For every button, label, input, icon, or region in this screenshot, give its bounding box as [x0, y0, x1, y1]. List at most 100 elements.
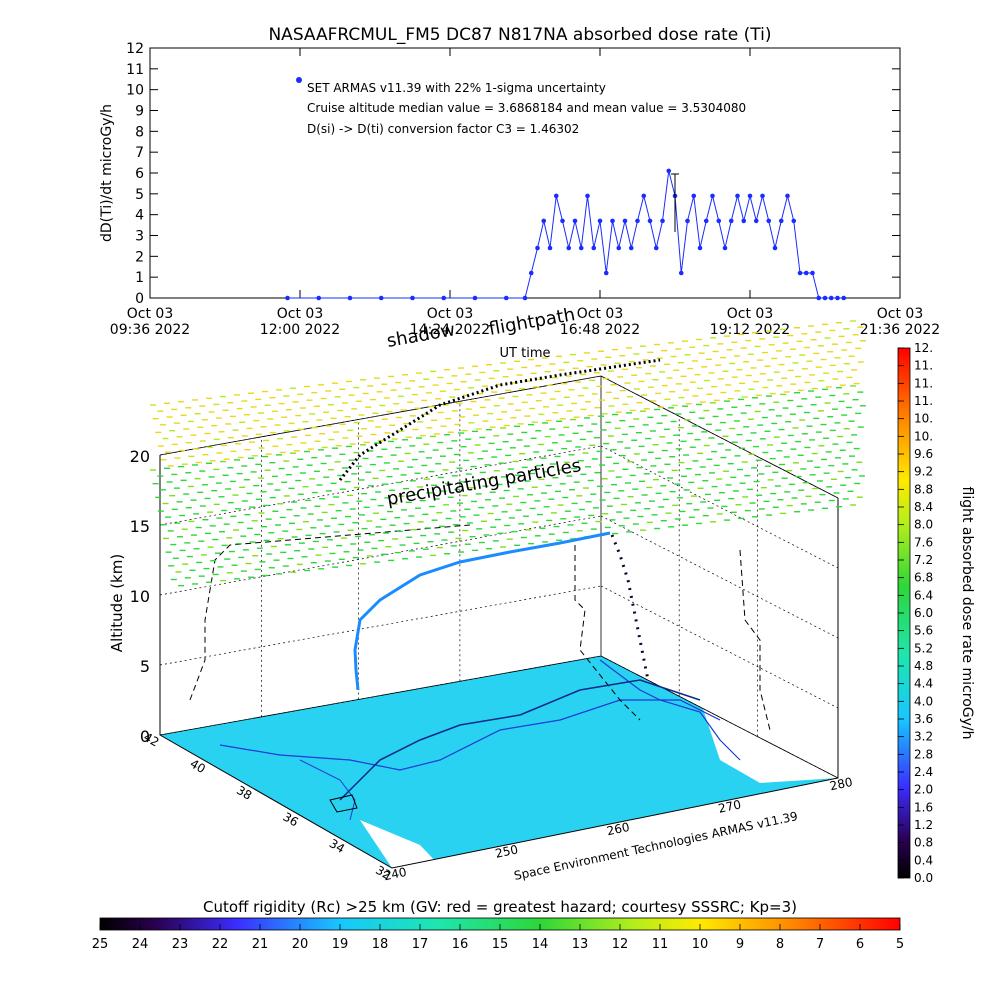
dose-tick-label: 10. [914, 412, 933, 426]
data-point [285, 295, 290, 301]
data-point [691, 193, 697, 199]
lon-tick-label: 250 [494, 842, 519, 860]
map-border-line [219, 699, 721, 771]
data-point [660, 218, 665, 224]
z-axis-ticks: 0 5 10 15 20 [130, 447, 150, 746]
map-coast-line [599, 659, 741, 761]
rigidity-tick-label: 18 [372, 937, 389, 952]
annotation-median-mean: Cruise altitude median value = 3.6868184… [307, 101, 746, 115]
y-tick-label: 0 [135, 291, 144, 307]
y-tick-label: 6 [135, 166, 144, 182]
lat-tick-label: 38 [234, 783, 254, 803]
dose-tick-label: 1.6 [914, 800, 933, 814]
shadow-path [338, 358, 661, 481]
data-point [572, 218, 578, 224]
dose-tick-label: 6.4 [914, 588, 933, 602]
data-point [828, 295, 834, 301]
y-tick-label: 11 [126, 62, 144, 78]
data-point [378, 295, 384, 301]
dose-tick-label: 0.4 [914, 853, 933, 867]
dose-tick-label: 6.0 [914, 606, 933, 620]
x-tick-label-date: Oct 03 [127, 306, 173, 322]
data-point [578, 245, 584, 251]
dose-tick-label: 8.0 [914, 518, 933, 532]
box-top-back-edge [159, 375, 602, 456]
rigidity-colorbar-label: Cutoff rigidity (Rc) >25 km (GV: red = g… [203, 898, 797, 916]
rigidity-tick-label: 10 [692, 937, 709, 952]
data-point [410, 295, 415, 301]
x-tick-label-date: Oct 03 [577, 306, 623, 322]
map-ocean-sw [360, 820, 440, 868]
data-point [816, 295, 822, 301]
x-tick-label-time: 21:36 2022 [860, 322, 940, 338]
dose-tick-label: 5.2 [914, 641, 933, 655]
y-tick-label: 5 [135, 187, 144, 203]
lon-tick-label: 280 [829, 775, 854, 793]
rigidity-tick-label: 25 [92, 937, 109, 952]
wall-grid-horizontal [159, 445, 602, 526]
x-tick-label-time: 14:24 2022 [410, 322, 490, 338]
data-point [622, 218, 628, 224]
data-point [597, 218, 603, 224]
map-floor [160, 656, 838, 868]
y-tick-label: 10 [126, 83, 144, 99]
data-point [566, 245, 572, 251]
data-point [841, 295, 847, 301]
flight-descent-3d [610, 534, 650, 681]
data-point [591, 245, 597, 251]
x-tick-label-date: Oct 03 [277, 306, 323, 322]
box-front-edges [159, 455, 839, 869]
dose-tick-label: 2.0 [914, 783, 933, 797]
z-tick-label: 15 [130, 517, 150, 536]
dose-tick-label: 7.2 [914, 553, 933, 567]
data-point [541, 218, 547, 224]
wall-grid-horizontal [159, 515, 602, 596]
lat-tick-label: 42 [141, 730, 161, 750]
data-point [628, 245, 634, 251]
data-point [472, 295, 478, 301]
dose-tick-label: 8.4 [914, 500, 933, 514]
y-tick-label: 9 [135, 104, 144, 120]
wall-grid-horizontal-right [600, 445, 839, 569]
data-point [653, 245, 659, 251]
data-point [585, 193, 590, 199]
lon-tick-label: 240 [383, 865, 408, 883]
dose-tick-label: 7.6 [914, 535, 933, 549]
projection-right-wall-2 [739, 549, 771, 731]
data-point [603, 270, 609, 276]
data-point [835, 295, 840, 301]
rigidity-tick-label: 8 [776, 937, 784, 952]
data-point [753, 218, 759, 224]
data-point [741, 218, 747, 224]
lon-tick-label: 270 [717, 797, 742, 815]
data-point [522, 295, 528, 301]
data-point [685, 218, 690, 224]
data-point [610, 218, 615, 224]
rigidity-tick-label: 17 [412, 937, 429, 952]
z-tick-label: 20 [130, 447, 150, 466]
label-shadow: shadow [385, 319, 457, 352]
data-point [766, 218, 772, 224]
x-tick-label-date: Oct 03 [427, 306, 473, 322]
rigidity-tick-label: 15 [492, 937, 509, 952]
ground-track [339, 679, 701, 801]
data-point [760, 193, 765, 199]
data-point [666, 168, 672, 174]
x-tick-label-date: Oct 03 [727, 306, 773, 322]
series-line [287, 170, 844, 299]
rigidity-tick-label: 14 [532, 937, 549, 952]
rigidity-tick-label: 23 [172, 937, 189, 952]
dose-tick-label: 11. [914, 394, 933, 408]
legend-text: SET ARMAS v11.39 with 22% 1-sigma uncert… [307, 81, 606, 95]
lat-tick-label: 34 [327, 836, 347, 856]
dose-tick-label: 11. [914, 376, 933, 390]
dose-rate-series [285, 168, 847, 301]
y-tick-label: 7 [135, 145, 144, 161]
data-point [722, 245, 728, 251]
x-tick-label-time: 09:36 2022 [110, 322, 190, 338]
box-floor-right-edge [600, 655, 839, 779]
dose-tick-label: 1.2 [914, 818, 933, 832]
